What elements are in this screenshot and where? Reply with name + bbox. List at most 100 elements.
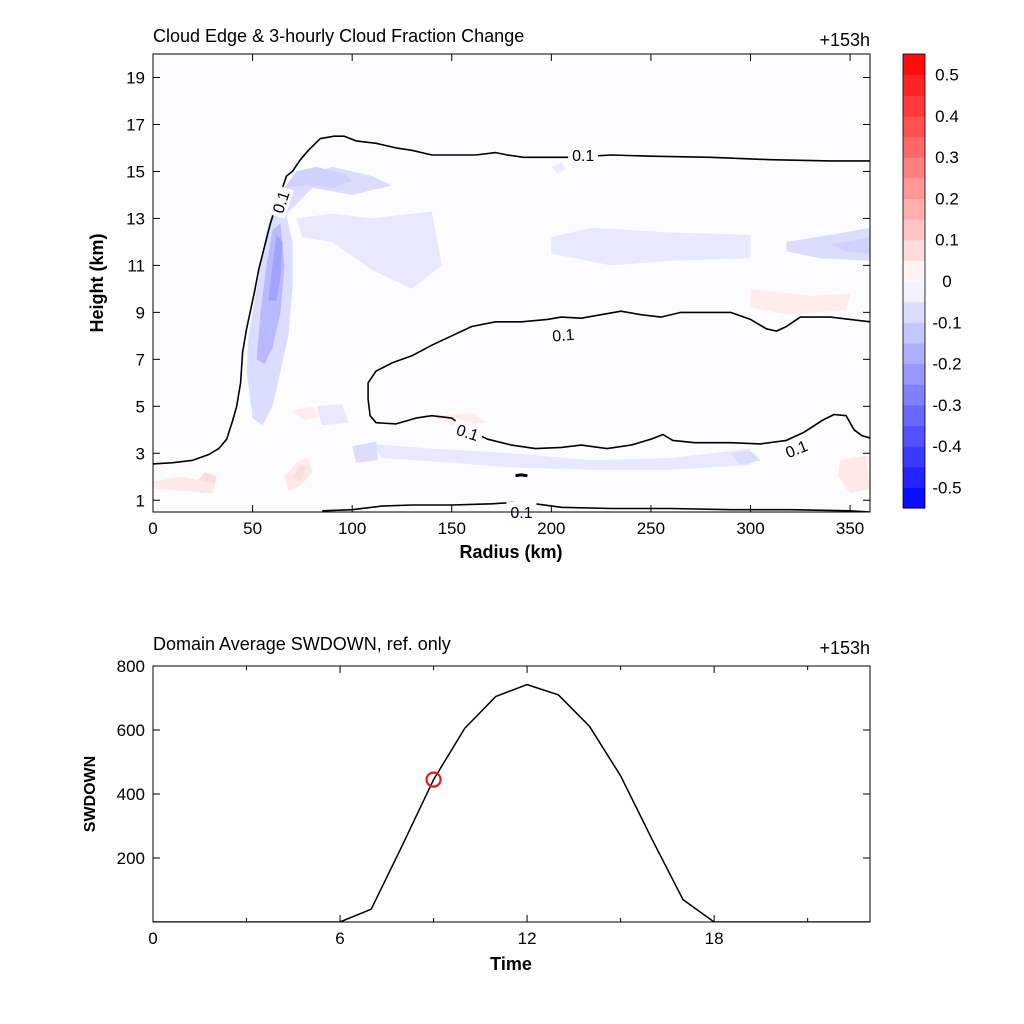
colorbar-label: 0.1 bbox=[935, 231, 959, 250]
y-tick-label: 9 bbox=[136, 303, 145, 322]
colorbar-swatches bbox=[903, 54, 925, 509]
fill-region-8 bbox=[830, 237, 870, 254]
colorbar: 0.5 0.4 0.3 0.2 0.1 0 -0.1 -0.2 -0.3 -0.4 -0.5 bbox=[902, 53, 962, 509]
colorbar-label: 0.3 bbox=[935, 148, 959, 167]
x-tick-label: 200 bbox=[537, 519, 565, 538]
fill-region-16 bbox=[153, 476, 213, 494]
cloud-edge-inner bbox=[367, 310, 870, 450]
colorbar-swatch bbox=[903, 281, 925, 303]
colorbar-swatch bbox=[903, 363, 925, 385]
colorbar-swatch bbox=[903, 466, 925, 488]
colorbar-label: -0.2 bbox=[932, 355, 961, 374]
contour-label-bg bbox=[266, 184, 294, 220]
contour-labels: 0.1 0.1 0.1 0.1 0.1 0.1 bbox=[266, 145, 814, 522]
colorbar-swatch bbox=[903, 198, 925, 220]
colorbar-label: -0.4 bbox=[932, 437, 961, 456]
x-tick-label: 100 bbox=[338, 519, 366, 538]
plot-frame bbox=[152, 53, 871, 513]
time-label: +153h bbox=[819, 30, 870, 50]
y-axis-title: Height (km) bbox=[87, 233, 107, 332]
fill-region-12 bbox=[316, 404, 349, 426]
x-tick-label: 6 bbox=[335, 929, 344, 948]
colorbar-swatch bbox=[903, 446, 925, 468]
fill-region-11 bbox=[352, 441, 379, 463]
colorbar-swatch bbox=[903, 301, 925, 323]
chart-title: Cloud Edge & 3-hourly Cloud Fraction Cha… bbox=[153, 26, 524, 46]
y-tick-label: 17 bbox=[126, 115, 145, 134]
colorbar-swatch bbox=[903, 322, 925, 344]
x-axis-title: Radius (km) bbox=[459, 542, 562, 562]
cloud-fraction-panel: 0.10.10.10.10.10.1 0 50 100 150 200 250 300 350… bbox=[87, 26, 871, 562]
contour-label-bg bbox=[778, 433, 814, 463]
x-tick-label: 0 bbox=[148, 929, 157, 948]
x-tick-label: 300 bbox=[736, 519, 764, 538]
y-tick-label: 7 bbox=[136, 350, 145, 369]
plot-area-background bbox=[153, 666, 870, 922]
x-tick-label: 12 bbox=[518, 929, 537, 948]
colorbar-swatch bbox=[903, 384, 925, 406]
colorbar-swatch bbox=[903, 136, 925, 158]
contour-label-text: 0.1 bbox=[552, 327, 576, 346]
fill-region-20 bbox=[292, 406, 321, 421]
contour-label-bg bbox=[568, 145, 599, 164]
series-line-0 bbox=[153, 683, 870, 922]
colorbar-label: 0.2 bbox=[935, 189, 959, 208]
fill-region-10 bbox=[730, 450, 761, 465]
y-tick-label: 400 bbox=[117, 785, 145, 804]
x-tick-label: 18 bbox=[705, 929, 724, 948]
y-tick-label: 600 bbox=[117, 721, 145, 740]
colorbar-swatch bbox=[903, 54, 925, 76]
x-tick-label: 0 bbox=[148, 519, 157, 538]
fill-region-4 bbox=[268, 234, 283, 301]
colorbar-swatch bbox=[903, 342, 925, 365]
colorbar-label: -0.1 bbox=[932, 313, 961, 332]
swdown-panel: 0 6 12 18 200 400 600 800 Domain Average SWDOW… bbox=[82, 634, 871, 974]
fill-region-1 bbox=[284, 166, 353, 188]
fill-region-17 bbox=[838, 455, 870, 494]
series-line bbox=[153, 683, 870, 922]
y-tick-label: 5 bbox=[136, 397, 145, 416]
cloud-edge-outer bbox=[153, 135, 870, 465]
y-tick-label: 3 bbox=[136, 444, 145, 463]
contour-label-text: 0.1 bbox=[510, 505, 532, 522]
x-axis-ticks: 0 50 100 150 200 250 300 350 bbox=[148, 54, 864, 538]
contour-label-text: 0.1 bbox=[270, 189, 293, 216]
colorbar-swatch bbox=[903, 239, 925, 261]
colorbar-frame bbox=[902, 53, 926, 509]
colorbar-swatch bbox=[903, 177, 925, 200]
contour-label-bg bbox=[547, 323, 580, 345]
colorbar-label: -0.3 bbox=[932, 396, 961, 415]
colorbar-swatch bbox=[903, 115, 925, 138]
contour-label-2: 0.1 bbox=[547, 323, 580, 346]
fill-region-21 bbox=[551, 162, 566, 174]
colorbar-swatch bbox=[903, 260, 925, 282]
x-tick-label: 250 bbox=[637, 519, 665, 538]
fill-region-5 bbox=[296, 211, 442, 289]
fill-region-9 bbox=[372, 443, 751, 470]
contour-label-0: 0.1 bbox=[568, 145, 599, 165]
marker-layer bbox=[425, 771, 442, 788]
colorbar-swatch bbox=[903, 157, 925, 179]
colorbar-labels: 0.5 0.4 0.3 0.2 0.1 0 -0.1 -0.2 -0.3 -0.4 -0.5 bbox=[932, 66, 961, 498]
contour-label-4: 0.1 bbox=[778, 433, 814, 463]
colorbar-swatch bbox=[903, 404, 925, 427]
x-axis-ticks: 0 6 12 18 bbox=[148, 666, 809, 948]
y-axis-ticks: 200 400 600 800 bbox=[117, 657, 870, 868]
fill-region-18 bbox=[750, 288, 851, 315]
current-time-marker bbox=[425, 771, 442, 788]
chart-title: Domain Average SWDOWN, ref. only bbox=[153, 634, 451, 654]
colorbar-swatch bbox=[903, 487, 925, 509]
contour-label-3: 0.1 bbox=[450, 417, 486, 446]
time-label: +153h bbox=[819, 638, 870, 658]
y-tick-label: 200 bbox=[117, 849, 145, 868]
y-tick-label: 19 bbox=[126, 68, 145, 87]
colorbar-label: -0.5 bbox=[932, 478, 961, 497]
y-axis-title: SWDOWN bbox=[82, 756, 99, 832]
cloud-edge-small bbox=[515, 473, 528, 478]
contour-label-text: 0.1 bbox=[454, 422, 481, 445]
colorbar-swatch bbox=[903, 95, 925, 117]
colorbar-swatch bbox=[903, 74, 925, 96]
y-tick-label: 15 bbox=[126, 162, 145, 181]
colorbar-label: 0 bbox=[942, 272, 951, 291]
